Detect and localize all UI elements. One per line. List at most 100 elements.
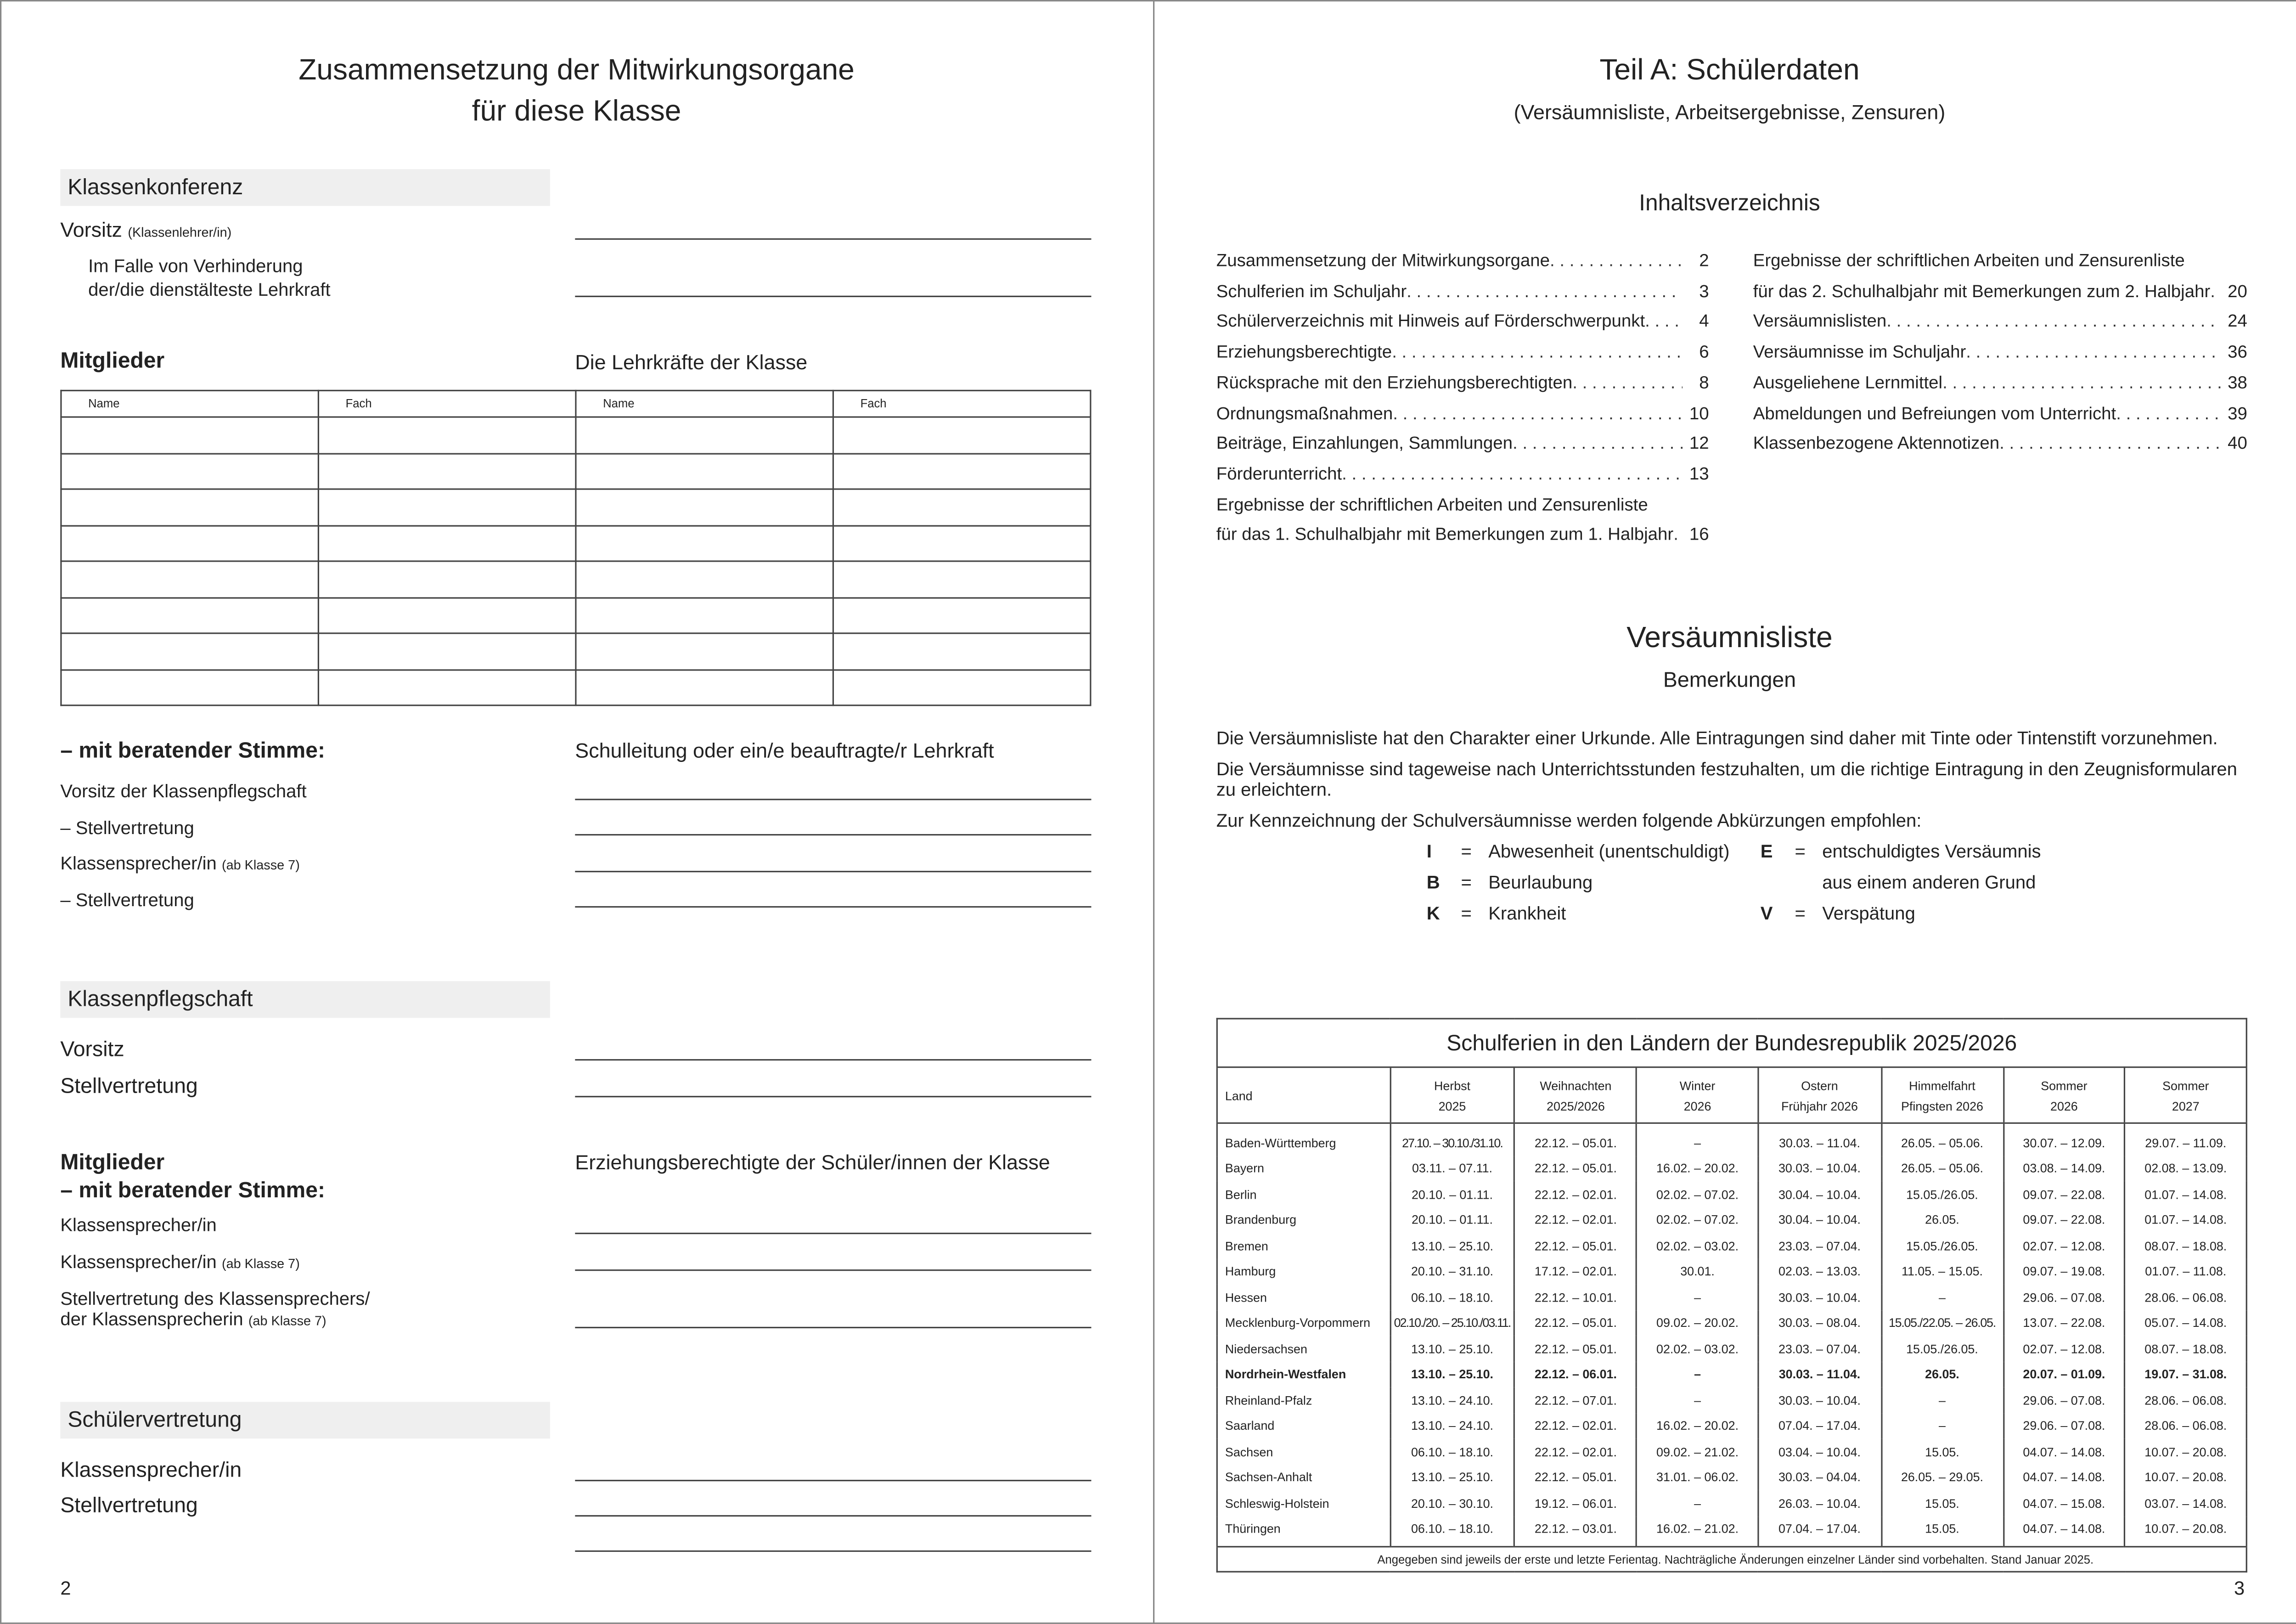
members-input-cell[interactable]	[317, 452, 577, 490]
members-input-cell[interactable]	[575, 416, 834, 454]
column-header-line: Herbst	[1434, 1077, 1470, 1093]
abbreviation-meaning: Beurlaubung	[1488, 872, 1593, 893]
members-input-cell[interactable]	[832, 452, 1092, 490]
members-input-cell[interactable]	[575, 668, 834, 706]
members-input-cell[interactable]	[317, 668, 577, 706]
members-input-cell[interactable]	[575, 560, 834, 598]
members-input-cell[interactable]	[317, 596, 577, 634]
right-page-subtitle: (Versäumnisliste, Arbeitsergebnisse, Zen…	[1514, 100, 1946, 124]
members-input-cell[interactable]	[60, 560, 320, 598]
toc-entry[interactable]: Erziehungsberechtigte . . . . . . . . . …	[1216, 337, 1709, 367]
schulferien-table: Schulferien in den Ländern der Bundesrep…	[1216, 1018, 2247, 1573]
ferien-dates: 05.07. – 14.08.	[2124, 1310, 2247, 1336]
members-input-cell[interactable]	[832, 416, 1092, 454]
toc-entry[interactable]: für das 2. Schulhalbjahr mit Bemerkungen…	[1753, 276, 2247, 306]
kp-vorsitz-line[interactable]	[575, 1059, 1092, 1061]
members-input-cell[interactable]	[575, 596, 834, 634]
land-name: Nordrhein-Westfalen	[1225, 1367, 1346, 1382]
members-input-cell[interactable]	[60, 524, 320, 562]
land-name: Niedersachsen	[1225, 1341, 1307, 1356]
equals-sign: =	[1461, 872, 1472, 893]
ferien-dates: 30.04. – 10.04.	[1757, 1181, 1881, 1207]
toc-entry[interactable]: für das 1. Schulhalbjahr mit Bemerkungen…	[1216, 520, 1709, 550]
column-header-line: 2025/2026	[1547, 1098, 1605, 1113]
toc-entry-title: Zusammensetzung der Mitwirkungsorgane	[1216, 250, 1550, 271]
sv-klassensprecher-label: Klassensprecher/in	[60, 1459, 242, 1483]
members-input-cell[interactable]	[832, 524, 1092, 562]
sv-extra-line[interactable]	[575, 1550, 1092, 1552]
toc-entry[interactable]: Ergebnisse der schriftlichen Arbeiten un…	[1216, 489, 1709, 519]
toc-leader-dots: . . . . . . . . . . . . . . . . . . . . …	[1886, 311, 2221, 332]
kp-stellv-line[interactable]	[575, 1326, 1092, 1329]
members-input-cell[interactable]	[832, 488, 1092, 526]
toc-right-column: Ergebnisse der schriftlichen Arbeiten un…	[1753, 246, 2247, 459]
members-input-cell[interactable]	[575, 632, 834, 670]
ferien-dates: 26.05. – 05.06.	[1880, 1123, 2003, 1156]
toc-entry-title: Schulferien im Schuljahr	[1216, 280, 1407, 301]
members-input-cell[interactable]	[317, 560, 577, 598]
toc-entry[interactable]: Beiträge, Einzahlungen, Sammlungen . . .…	[1216, 429, 1709, 459]
members-input-cell[interactable]	[317, 488, 577, 526]
toc-entry-title: Förderunterricht	[1216, 463, 1342, 484]
land-name: Rheinland-Pfalz	[1225, 1393, 1312, 1408]
sv-klassensprecher-line[interactable]	[575, 1480, 1092, 1482]
members-input-cell[interactable]	[60, 632, 320, 670]
klassensprecher-line[interactable]	[575, 871, 1092, 873]
ferien-dates: 13.10. – 25.10.	[1389, 1232, 1515, 1258]
stellvertretung-line-2[interactable]	[575, 906, 1092, 908]
ferien-dates: 09.02. – 21.02.	[1636, 1438, 1758, 1465]
toc-entry[interactable]: Schülerverzeichnis mit Hinweis auf Förde…	[1216, 306, 1709, 337]
toc-leader-dots: . . . . . . . . . . . . . . . . . . . . …	[1407, 280, 1683, 301]
toc-entry[interactable]: Ergebnisse der schriftlichen Arbeiten un…	[1753, 246, 2247, 276]
title-line-1: Zusammensetzung der Mitwirkungsorgane	[298, 54, 855, 87]
vorsitz-line[interactable]	[575, 238, 1092, 240]
kp-stellvertretung-line[interactable]	[575, 1096, 1092, 1098]
vorsitz-pflegschaft-line[interactable]	[575, 799, 1092, 801]
toc-entry[interactable]: Förderunterricht . . . . . . . . . . . .…	[1216, 459, 1709, 489]
verhinderung-line[interactable]	[575, 295, 1092, 297]
toc-entry[interactable]: Ordnungsmaßnahmen . . . . . . . . . . . …	[1216, 398, 1709, 428]
members-input-cell[interactable]	[317, 416, 577, 454]
members-input-cell[interactable]	[60, 596, 320, 634]
members-input-cell[interactable]	[575, 524, 834, 562]
members-input-cell[interactable]	[60, 452, 320, 490]
sv-stellvertretung-line[interactable]	[575, 1515, 1092, 1517]
kp-klassensprecher-line[interactable]	[575, 1232, 1092, 1235]
members-input-cell[interactable]	[832, 668, 1092, 706]
ferien-row: Hessen 06.10. – 18.10. 22.12. – 10.01. –30.…	[1217, 1284, 2247, 1310]
column-header-line: Sommer	[2041, 1077, 2088, 1093]
land-name: Bremen	[1225, 1238, 1268, 1253]
members-input-cell[interactable]	[317, 524, 577, 562]
stellvertretung-line-1[interactable]	[575, 834, 1092, 836]
toc-entry[interactable]: Versäumnisse im Schuljahr . . . . . . . …	[1753, 337, 2247, 367]
members-input-cell[interactable]	[60, 668, 320, 706]
toc-entry[interactable]: Rücksprache mit den Erziehungsberechtigt…	[1216, 367, 1709, 398]
ferien-dates: –	[1636, 1490, 1758, 1516]
members-input-cell[interactable]	[575, 452, 834, 490]
ferien-dates: 26.03. – 10.04.	[1757, 1490, 1881, 1516]
members-input-cell[interactable]	[60, 416, 320, 454]
members-input-cell[interactable]	[832, 632, 1092, 670]
toc-entry[interactable]: Abmeldungen und Befreiungen vom Unterric…	[1753, 398, 2247, 428]
toc-entry[interactable]: Schulferien im Schuljahr . . . . . . . .…	[1216, 276, 1709, 306]
ferien-dates: 15.05./26.05.	[1880, 1232, 2003, 1258]
ferien-dates: 13.10. – 24.10.	[1389, 1387, 1515, 1413]
members-input-cell[interactable]	[832, 596, 1092, 634]
members-input-cell[interactable]	[832, 560, 1092, 598]
toc-entry[interactable]: Zusammensetzung der Mitwirkungsorgane . …	[1216, 246, 1709, 276]
kp-vorsitz-label: Vorsitz	[60, 1038, 124, 1062]
toc-entry[interactable]: Klassenbezogene Aktennotizen . . . . . .…	[1753, 429, 2247, 459]
members-input-cell[interactable]	[60, 488, 320, 526]
kp-klassensprecher2-line[interactable]	[575, 1269, 1092, 1271]
toc-entry[interactable]: Ausgeliehene Lernmittel . . . . . . . . …	[1753, 367, 2247, 398]
schulleitung-label: Schulleitung oder ein/e beauftragte/r Le…	[575, 738, 994, 762]
kp-stellv-line-2: der Klassensprecherin	[60, 1309, 243, 1330]
ferien-dates: 22.12. – 02.01.	[1514, 1413, 1637, 1439]
members-input-cell[interactable]	[575, 488, 834, 526]
land-name: Brandenburg	[1225, 1212, 1297, 1227]
ferien-dates: 22.12. – 02.01.	[1514, 1438, 1637, 1465]
ferien-dates: 01.07. – 14.08.	[2124, 1207, 2247, 1233]
toc-entry[interactable]: Versäumnislisten . . . . . . . . . . . .…	[1753, 306, 2247, 337]
ferien-dates: 03.08. – 14.09.	[2002, 1155, 2125, 1181]
members-input-cell[interactable]	[317, 632, 577, 670]
